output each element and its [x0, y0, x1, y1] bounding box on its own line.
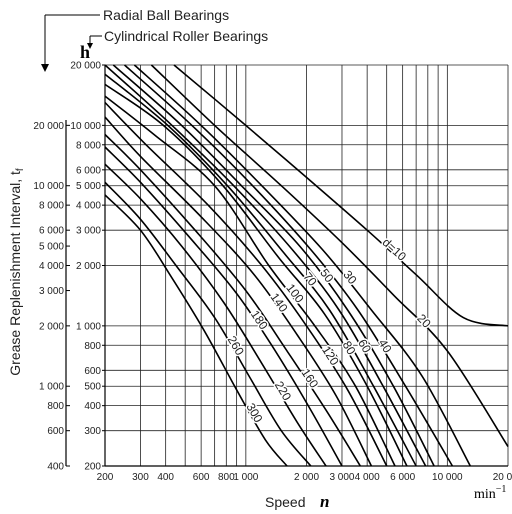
curve-d-220 — [104, 163, 327, 467]
curve-d-140 — [104, 116, 373, 467]
y-tick-label-radial: 3 000 — [39, 286, 64, 297]
curve-label: 20 — [414, 311, 434, 331]
y-tick-label-cylindrical: 4 000 — [76, 201, 101, 212]
y-tick-label-cylindrical: 800 — [84, 341, 101, 352]
y-tick-label-radial: 400 — [47, 462, 64, 473]
curve-d-260 — [104, 181, 312, 467]
y-tick-label-cylindrical: 6 000 — [76, 165, 101, 176]
y-tick-label-cylindrical: 20 000 — [70, 61, 101, 72]
y-tick-labels-cylindrical: 200 300 400 500 600 800 1 000 2 000 3 000 4 000 5 … — [70, 61, 105, 473]
curve-label: d=10 — [380, 235, 410, 264]
y-tick-label-cylindrical: 10 000 — [70, 121, 101, 132]
y-tick-label-radial: 10 000 — [33, 181, 64, 192]
x-axis-unit: min−1 — [474, 484, 506, 502]
y-tick-label-cylindrical: 400 — [84, 401, 101, 412]
x-tick-label: 4 000 — [355, 472, 380, 483]
y-axis-title-sub: f — [15, 168, 26, 171]
y-tick-label-cylindrical: 500 — [84, 382, 101, 393]
x-tick-label: 800 — [218, 472, 235, 483]
y-tick-label-radial: 1 000 — [39, 382, 64, 393]
y-axis-title: Grease Replenishment Interval, tf — [7, 168, 26, 376]
y-tick-label-cylindrical: 8 000 — [76, 140, 101, 151]
curves — [104, 64, 509, 467]
x-tick-label: 200 — [97, 472, 114, 483]
y-tick-label-cylindrical: 3 000 — [76, 226, 101, 237]
y-tick-label-radial: 600 — [47, 426, 64, 437]
curve-label: 30 — [340, 268, 359, 287]
y-tick-label-cylindrical: 600 — [84, 366, 101, 377]
x-tick-label: 600 — [193, 472, 210, 483]
curve-label: 220 — [272, 379, 294, 404]
x-axis-title: Speed — [265, 494, 305, 510]
y-tick-label-radial: 20 000 — [33, 121, 64, 132]
curve-label: 260 — [225, 333, 247, 358]
y-tick-labels-radial: 400 600 800 1 000 2 000 3 000 4 000 5 000 6 000 8… — [33, 121, 70, 473]
curve-label: 180 — [248, 308, 271, 333]
x-axis-symbol: n — [320, 492, 329, 511]
x-tick-label: 10 000 — [432, 472, 463, 483]
y-tick-label-radial: 2 000 — [39, 321, 64, 332]
x-tick-label: 20 000 — [493, 472, 512, 483]
header-legend: Radial Ball Bearings Cylindrical Roller … — [41, 7, 268, 72]
y-tick-label-cylindrical: 1 000 — [76, 321, 101, 332]
y-tick-label-cylindrical: 300 — [84, 426, 101, 437]
curve-d-70 — [104, 73, 417, 467]
curve-label: 160 — [298, 366, 321, 391]
x-axis-unit-base: min — [474, 487, 496, 502]
cylindrical-legend-label: Cylindrical Roller Bearings — [104, 28, 268, 44]
curve-d-300 — [104, 194, 288, 467]
curve-label: 300 — [243, 401, 265, 426]
y-tick-label-radial: 5 000 — [39, 242, 64, 253]
x-axis-unit-exponent: −1 — [496, 484, 507, 495]
y-tick-label-cylindrical: 2 000 — [76, 261, 101, 272]
curve-d-20 — [150, 64, 509, 448]
x-tick-label: 6 000 — [390, 472, 415, 483]
hours-unit-label: h — [80, 42, 90, 62]
curve-d-120 — [104, 101, 388, 467]
curve-d-160 — [104, 133, 361, 467]
curve-label: 120 — [319, 343, 342, 368]
x-tick-label: 400 — [157, 472, 174, 483]
y-tick-label-cylindrical: 5 000 — [76, 181, 101, 192]
curve-d-30 — [133, 64, 472, 467]
y-tick-label-radial: 6 000 — [39, 226, 64, 237]
curve-d-40 — [123, 64, 454, 467]
y-tick-label-radial: 800 — [47, 401, 64, 412]
curve-d-180 — [104, 146, 343, 467]
curve-d-60 — [104, 64, 427, 467]
curve-d-50 — [112, 64, 435, 467]
x-tick-label: 1 000 — [233, 472, 258, 483]
curve-label: 50 — [317, 266, 336, 285]
curve-d-d10 — [173, 64, 509, 327]
curve-d-100 — [104, 95, 396, 467]
radial-legend-arrowhead — [41, 64, 49, 72]
x-tick-label: 300 — [132, 472, 149, 483]
curve-d-80 — [104, 83, 408, 467]
radial-legend-label: Radial Ball Bearings — [103, 7, 229, 23]
curve-label: 40 — [376, 337, 395, 356]
x-tick-label: 2 000 — [294, 472, 319, 483]
y-tick-label-cylindrical: 200 — [84, 462, 101, 473]
y-tick-label-radial: 8 000 — [39, 201, 64, 212]
cylindrical-legend-arrowhead — [87, 43, 93, 49]
x-tick-label: 3 000 — [329, 472, 354, 483]
y-tick-label-radial: 4 000 — [39, 261, 64, 272]
y-axis-title-main: Grease Replenishment Interval, t — [7, 171, 23, 376]
